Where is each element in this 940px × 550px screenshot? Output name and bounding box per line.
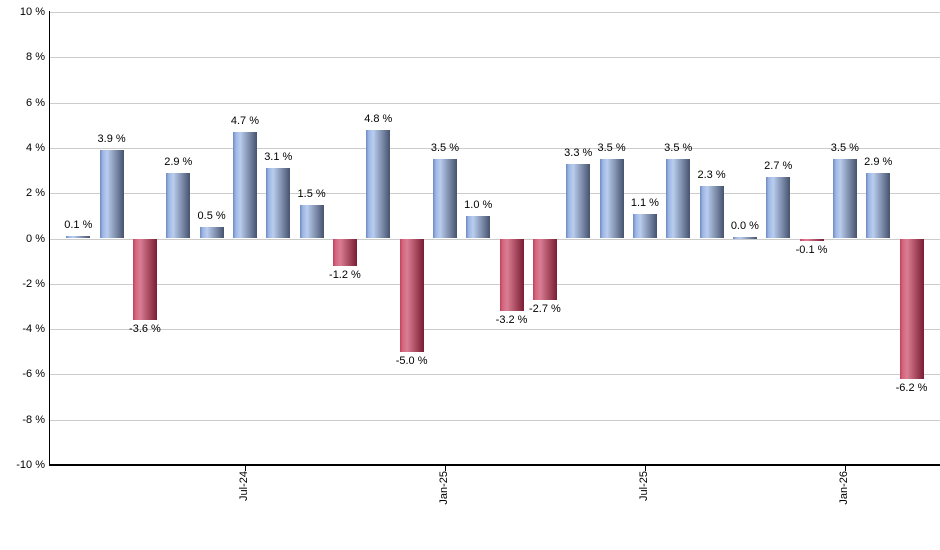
bar-value-label: -5.0 %: [395, 354, 428, 367]
bar-24[interactable]: [866, 172, 891, 239]
bar-1[interactable]: [99, 150, 124, 239]
y-axis-tick-label: -6 %: [22, 368, 45, 381]
bar-14[interactable]: [532, 238, 557, 300]
y-axis-tick-label: -10 %: [16, 459, 45, 471]
bar-7[interactable]: [299, 204, 324, 239]
y-axis-tick-label: 6 %: [26, 96, 45, 109]
gridline: [49, 419, 940, 421]
bar-value-label: 3.3 %: [564, 146, 593, 159]
bar-3[interactable]: [166, 172, 191, 239]
bar-22[interactable]: [799, 238, 824, 241]
bar-value-label: -6.2 %: [895, 381, 928, 394]
bar-value-label: 2.9 %: [864, 155, 893, 168]
bar-value-label: 4.7 %: [230, 115, 259, 128]
bar-6[interactable]: [266, 168, 291, 239]
gridline: [49, 283, 940, 285]
bar-value-label: 3.5 %: [664, 142, 693, 155]
gridline: [49, 374, 940, 376]
gridline: [49, 238, 940, 240]
bar-10[interactable]: [399, 238, 424, 352]
bar-23[interactable]: [832, 159, 857, 239]
gridline: [49, 102, 940, 104]
bar-value-label: -1.2 %: [329, 268, 361, 281]
bar-13[interactable]: [499, 238, 524, 311]
bar-value-label: 1.1 %: [630, 196, 659, 209]
bar-19[interactable]: [699, 186, 724, 239]
x-axis-tick: [844, 465, 846, 471]
x-axis-tick-label: Jul-25: [637, 471, 650, 501]
y-axis-tick-label: 4 %: [26, 141, 45, 154]
gridline: [49, 329, 940, 331]
bar-15[interactable]: [566, 163, 591, 239]
y-axis-tick-label: -4 %: [22, 323, 45, 336]
bar-18[interactable]: [666, 159, 691, 239]
bar-value-label: 0.1 %: [64, 219, 93, 232]
bar-value-label: 2.9 %: [164, 155, 193, 168]
bar-value-label: 2.7 %: [764, 160, 793, 173]
gridline: [49, 57, 940, 59]
y-axis-tick-label: -8 %: [22, 413, 45, 426]
y-axis-tick-label: 0 %: [26, 232, 45, 245]
bar-value-label: -3.2 %: [495, 313, 528, 326]
bar-value-label: 3.5 %: [597, 142, 626, 155]
x-axis-tick: [644, 465, 646, 471]
bar-2[interactable]: [132, 238, 157, 321]
bar-5[interactable]: [232, 132, 257, 239]
bar-11[interactable]: [432, 159, 457, 239]
plot-area: [49, 12, 940, 465]
y-axis-tick-label: 8 %: [26, 51, 45, 64]
bar-value-label: 2.3 %: [697, 169, 726, 182]
y-axis-tick-label: 10 %: [19, 6, 45, 18]
y-axis-tick-label: -2 %: [22, 277, 45, 290]
bar-value-label: 0.5 %: [197, 210, 226, 223]
bar-17[interactable]: [632, 213, 657, 239]
bar-value-label: 1.5 %: [297, 187, 326, 200]
x-axis-tick-label: Jan-25: [437, 471, 450, 505]
gridline: [49, 193, 940, 195]
x-axis-tick: [244, 465, 246, 471]
bar-value-label: -0.1 %: [795, 243, 828, 256]
bar-value-label: 0.0 %: [730, 220, 759, 232]
bar-value-label: -3.6 %: [129, 323, 161, 336]
bar-value-label: 3.5 %: [830, 142, 859, 155]
x-axis-tick: [444, 465, 446, 471]
bar-21[interactable]: [766, 177, 791, 239]
x-axis-tick-label: Jan-26: [837, 471, 850, 505]
bar-9[interactable]: [366, 129, 391, 239]
bar-value-label: -2.7 %: [529, 302, 561, 315]
bar-8[interactable]: [332, 238, 357, 266]
bar-12[interactable]: [466, 215, 491, 239]
bar-value-label: 4.8 %: [364, 112, 393, 125]
bar-value-label: 3.9 %: [97, 133, 126, 146]
bar-4[interactable]: [199, 227, 224, 239]
bar-20[interactable]: [732, 237, 757, 239]
bar-0[interactable]: [66, 236, 91, 239]
y-axis-tick-label: 2 %: [26, 187, 45, 200]
bar-value-label: 3.5 %: [430, 142, 459, 155]
bar-value-label: 1.0 %: [464, 198, 493, 211]
x-axis-tick-label: Jul-24: [237, 471, 250, 501]
bar-16[interactable]: [599, 159, 624, 239]
gridline: [49, 147, 940, 149]
x-axis-line: [49, 464, 940, 466]
bar-25[interactable]: [899, 238, 924, 379]
y-axis-line: [49, 11, 50, 466]
bar-value-label: 3.1 %: [264, 151, 293, 164]
gridline: [49, 12, 940, 13]
